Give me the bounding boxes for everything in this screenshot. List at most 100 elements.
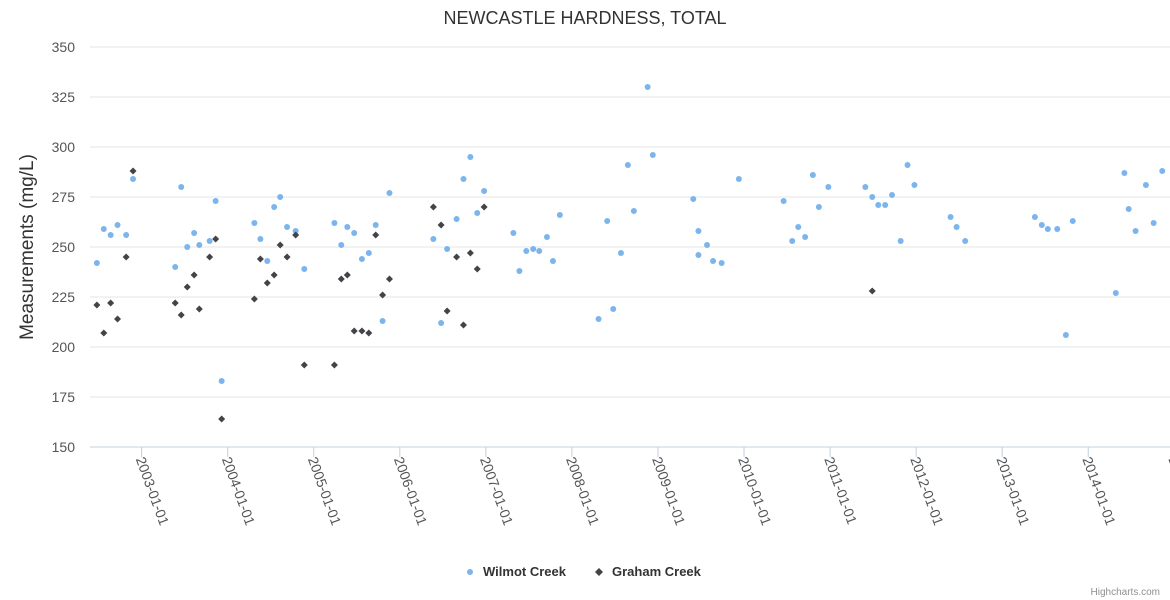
data-point[interactable]	[510, 230, 517, 236]
data-point[interactable]	[270, 271, 278, 279]
data-point[interactable]	[264, 258, 271, 264]
data-point[interactable]	[183, 283, 191, 291]
data-point[interactable]	[690, 196, 697, 202]
data-point[interactable]	[1031, 214, 1038, 220]
data-point[interactable]	[184, 244, 191, 250]
data-point[interactable]	[718, 260, 725, 266]
data-point[interactable]	[1069, 218, 1076, 224]
data-point[interactable]	[344, 224, 351, 230]
legend-item-wilmot-creek[interactable]: Wilmot Creek	[467, 564, 567, 579]
data-point[interactable]	[862, 184, 869, 190]
data-point[interactable]	[437, 221, 445, 229]
data-point[interactable]	[825, 184, 832, 190]
data-point[interactable]	[343, 271, 351, 279]
data-point[interactable]	[338, 242, 345, 248]
data-point[interactable]	[809, 172, 816, 178]
data-point[interactable]	[365, 329, 373, 337]
data-point[interactable]	[789, 238, 796, 244]
data-point[interactable]	[710, 258, 717, 264]
data-point[interactable]	[358, 256, 365, 262]
data-point[interactable]	[277, 194, 284, 200]
data-point[interactable]	[171, 299, 179, 307]
data-point[interactable]	[123, 232, 130, 238]
data-point[interactable]	[897, 238, 904, 244]
data-point[interactable]	[358, 327, 366, 335]
data-point[interactable]	[735, 176, 742, 182]
data-point[interactable]	[444, 246, 451, 252]
credits-link[interactable]: Highcharts.com	[1091, 587, 1160, 598]
data-point[interactable]	[795, 224, 802, 230]
data-point[interactable]	[1112, 290, 1119, 296]
data-point[interactable]	[206, 238, 213, 244]
data-point[interactable]	[257, 236, 264, 242]
data-point[interactable]	[365, 250, 372, 256]
data-point[interactable]	[911, 182, 918, 188]
data-point[interactable]	[292, 231, 300, 239]
data-point[interactable]	[218, 415, 226, 423]
data-point[interactable]	[271, 204, 278, 210]
data-point[interactable]	[695, 228, 702, 234]
data-point[interactable]	[1159, 168, 1166, 174]
data-point[interactable]	[191, 230, 198, 236]
data-point[interactable]	[1132, 228, 1139, 234]
data-point[interactable]	[122, 253, 130, 261]
data-point[interactable]	[256, 255, 264, 263]
data-point[interactable]	[386, 190, 393, 196]
data-point[interactable]	[460, 176, 467, 182]
data-point[interactable]	[429, 203, 437, 211]
data-point[interactable]	[263, 279, 271, 287]
data-point[interactable]	[372, 231, 380, 239]
data-point[interactable]	[337, 275, 345, 283]
data-point[interactable]	[276, 241, 284, 249]
data-point[interactable]	[523, 248, 530, 254]
data-point[interactable]	[549, 258, 556, 264]
data-point[interactable]	[331, 220, 338, 226]
data-point[interactable]	[100, 226, 107, 232]
data-point[interactable]	[530, 246, 537, 252]
data-point[interactable]	[190, 271, 198, 279]
data-point[interactable]	[177, 311, 185, 319]
data-point[interactable]	[379, 291, 387, 299]
data-point[interactable]	[802, 234, 809, 240]
data-point[interactable]	[351, 230, 358, 236]
data-point[interactable]	[481, 188, 488, 194]
data-point[interactable]	[195, 305, 203, 313]
data-point[interactable]	[196, 242, 203, 248]
data-point[interactable]	[301, 266, 308, 272]
data-point[interactable]	[695, 252, 702, 258]
data-point[interactable]	[1150, 220, 1157, 226]
data-point[interactable]	[212, 235, 220, 243]
data-point[interactable]	[624, 162, 631, 168]
data-point[interactable]	[904, 162, 911, 168]
data-point[interactable]	[218, 378, 225, 384]
data-point[interactable]	[1062, 332, 1069, 338]
data-point[interactable]	[93, 301, 101, 309]
data-point[interactable]	[1054, 226, 1061, 232]
data-point[interactable]	[251, 220, 258, 226]
data-point[interactable]	[953, 224, 960, 230]
data-point[interactable]	[875, 202, 882, 208]
data-point[interactable]	[1142, 182, 1149, 188]
data-point[interactable]	[443, 307, 451, 315]
data-point[interactable]	[107, 299, 115, 307]
data-point[interactable]	[130, 176, 137, 182]
data-point[interactable]	[467, 154, 474, 160]
data-point[interactable]	[114, 222, 121, 228]
data-point[interactable]	[100, 329, 108, 337]
data-point[interactable]	[473, 265, 481, 273]
data-point[interactable]	[480, 203, 488, 211]
data-point[interactable]	[1044, 226, 1051, 232]
data-point[interactable]	[780, 198, 787, 204]
data-point[interactable]	[474, 210, 481, 216]
data-point[interactable]	[129, 167, 137, 175]
data-point[interactable]	[889, 192, 896, 198]
data-point[interactable]	[459, 321, 467, 329]
data-point[interactable]	[178, 184, 185, 190]
data-point[interactable]	[1121, 170, 1128, 176]
data-point[interactable]	[284, 224, 291, 230]
data-point[interactable]	[379, 318, 386, 324]
data-point[interactable]	[815, 204, 822, 210]
data-point[interactable]	[430, 236, 437, 242]
data-point[interactable]	[543, 234, 550, 240]
data-point[interactable]	[93, 260, 100, 266]
